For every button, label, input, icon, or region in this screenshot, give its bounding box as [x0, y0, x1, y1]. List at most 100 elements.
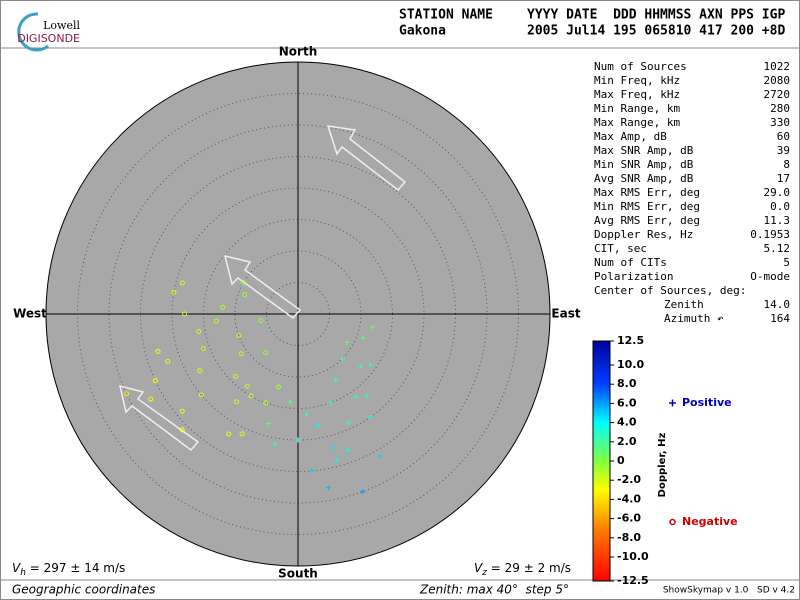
stat-label: Azimuth ↶: [664, 312, 724, 325]
stat-value: 1022: [764, 60, 791, 73]
stat-value: 0.0: [770, 200, 790, 213]
logo-bottom: DIGISONDE: [17, 32, 80, 45]
colorbar-tick-label: 6.0: [617, 396, 637, 409]
stat-value: 29.0: [764, 186, 791, 199]
version: ShowSkymap v 1.0 SD v 4.2: [663, 586, 795, 596]
stat-value: 14.0: [764, 298, 791, 311]
colorbar-tick-label: -2.0: [617, 473, 641, 486]
source-negative: [197, 368, 203, 374]
stat-label: Zenith: [664, 298, 704, 311]
colorbar: [592, 340, 611, 582]
fields: 2005 Jul14 195 065810 417 200 +8D: [527, 24, 785, 39]
drift-arrows: [118, 125, 407, 452]
arrow: [118, 384, 200, 452]
source-negative: [263, 350, 269, 356]
colorbar-tick-label: -8.0: [617, 531, 641, 544]
stat-label: Avg RMS Err, deg: [594, 214, 700, 227]
dir-south: South: [278, 567, 318, 581]
source-positive: [309, 468, 315, 474]
source-negative: [263, 400, 269, 406]
source-negative: [242, 292, 248, 298]
source-positive: [327, 400, 333, 406]
source-negative: [171, 289, 177, 295]
source-positive: [360, 335, 366, 341]
source-negative: [240, 280, 246, 285]
source-positive: [304, 411, 310, 417]
stat-value: 11.3: [764, 214, 791, 227]
source-negative: [155, 349, 161, 355]
source-positive: [334, 457, 340, 463]
logo-top: Lowell: [43, 19, 80, 32]
source-positive: [353, 394, 359, 400]
legend-marker: [669, 518, 676, 526]
vz-text: = 29 ± 2 m/s: [487, 561, 571, 575]
source-positive: [344, 339, 350, 345]
source-negative: [198, 392, 204, 398]
arrow: [326, 125, 407, 192]
colorbar-tick-label: -4.0: [617, 492, 641, 505]
colorbar-tick-label: -6.0: [617, 512, 641, 525]
source-negative: [238, 351, 244, 357]
source-negative: [226, 431, 232, 437]
source-negative: [196, 329, 202, 335]
stat-label: Polarization: [594, 270, 673, 283]
source-negative: [179, 427, 185, 433]
stat-value: 60: [777, 130, 790, 143]
vh-text: = 297 ± 14 m/s: [26, 561, 125, 575]
legend-marker: [669, 399, 676, 407]
vz-symbol: V: [474, 561, 483, 575]
source-positive: [364, 393, 370, 399]
source-negative: [258, 318, 264, 324]
stat-value: 17: [777, 172, 790, 185]
source-negative: [179, 408, 185, 414]
colorbar-label: Doppler, Hz: [657, 433, 668, 498]
arrow: [223, 254, 302, 320]
source-positive: [345, 447, 351, 453]
colorbar-tick-label: 8.0: [617, 377, 637, 390]
coords: Geographic coordinates: [12, 583, 155, 597]
stat-value: O-mode: [750, 270, 790, 283]
vh-symbol: V: [12, 561, 21, 575]
stat-label: Max SNR Amp, dB: [594, 144, 694, 157]
source-negative: [148, 396, 154, 402]
dir-west: West: [13, 307, 47, 321]
stat-label: Min Freq, kHz: [594, 74, 680, 87]
stat-section: Center of Sources, deg:: [594, 284, 746, 297]
stat-label: Min Range, km: [594, 102, 680, 115]
colorbar-tick-label: -10.0: [617, 550, 649, 563]
vh: Vh = 297 ± 14 m/s: [12, 561, 125, 578]
legend-label: Negative: [682, 515, 738, 528]
source-negative: [124, 391, 130, 397]
stat-value: 39: [777, 144, 790, 157]
source-positive: [266, 421, 272, 427]
source-positive: [346, 419, 352, 425]
source-negative: [165, 358, 171, 364]
stat-label: Min SNR Amp, dB: [594, 158, 694, 171]
source-positive: [369, 324, 375, 330]
source-negative: [213, 318, 219, 324]
logo-arc: [17, 12, 49, 52]
source-negative: [275, 384, 281, 390]
stat-value: 5: [783, 256, 790, 269]
stat-label: Avg SNR Amp, dB: [594, 172, 694, 185]
stat-label: Doppler Res, Hz: [594, 228, 693, 241]
source-positive: [326, 485, 332, 491]
source-positive: [287, 399, 293, 405]
legend-label: Positive: [682, 396, 732, 409]
source-positive: [272, 441, 278, 447]
stat-label: Max Freq, kHz: [594, 88, 680, 101]
station-label: STATION NAME: [399, 8, 493, 23]
source-positive: [331, 445, 337, 451]
stat-label: Num of Sources: [594, 60, 687, 73]
stat-value: 330: [770, 116, 790, 129]
source-positive: [367, 362, 373, 368]
source-positive: [315, 423, 321, 429]
stat-value: 0.1953: [750, 228, 790, 241]
station: Gakona: [399, 24, 446, 39]
dir-east: East: [551, 307, 580, 321]
colorbar-tick-label: 10.0: [617, 358, 644, 371]
stat-label: Max RMS Err, deg: [594, 186, 700, 199]
source-positive: [360, 489, 366, 495]
source-positive: [340, 356, 346, 362]
